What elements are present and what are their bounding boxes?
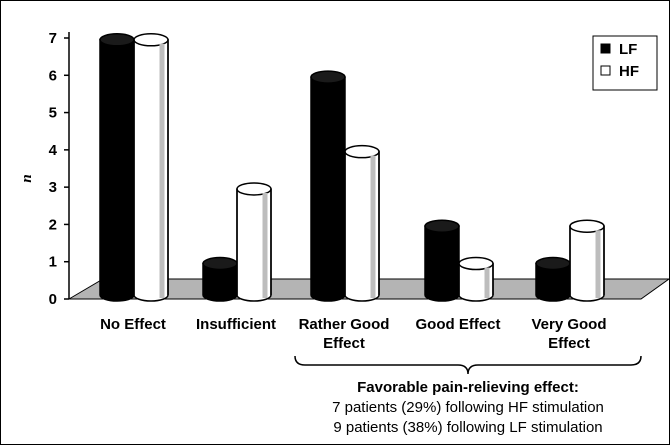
bar-lf-0-body [99,39,135,302]
y-tick-label: 5 [49,105,57,122]
bar-lf-2 [310,70,346,302]
x-tick-label: Effect [548,335,590,352]
y-tick-label: 6 [49,67,57,84]
annotation-line: 9 patients (38%) following LF stimulatio… [333,419,602,436]
bar-lf-1 [202,256,238,302]
bar-lf-4 [535,256,571,302]
grouping-brace [294,355,642,375]
y-tick-label: 1 [49,254,57,271]
bar-lf-3-top [424,219,460,233]
y-tick-label: 7 [49,30,57,47]
legend-label-hf: HF [619,63,639,80]
legend-swatch-lf [600,43,611,54]
bar-lf-3 [424,219,460,302]
y-tick-label: 2 [49,216,57,233]
bar-lf-0-top [99,33,135,47]
y-tick-label: 0 [49,291,57,308]
bar-lf-0 [99,33,135,302]
x-tick-label: Rather Good [299,316,390,333]
y-tick-label: 3 [49,179,57,196]
bar-hf-0 [133,33,169,302]
bar-hf-3 [458,256,494,302]
x-tick-label: No Effect [100,316,166,333]
y-tick-label: 4 [49,142,58,159]
bar-lf-2-body [310,76,346,302]
bar-lf-4-top [535,256,571,271]
bar-lf-1-top [202,256,238,271]
bar-hf-2 [344,144,380,302]
bar-lf-3-body [424,225,460,302]
annotation-title: Favorable pain-relieving effect: [357,379,579,396]
x-tick-label: Effect [323,335,365,352]
bar-lf-2-top [310,70,346,84]
y-axis-title: n [19,174,35,182]
annotation-line: 7 patients (29%) following HF stimulatio… [332,399,604,416]
legend-label-lf: LF [619,41,637,58]
x-tick-label: Very Good [531,316,606,333]
bar-hf-1 [236,182,272,302]
legend-swatch-hf [600,65,611,76]
bar-hf-4 [569,219,605,302]
x-tick-label: Insufficient [196,316,276,333]
x-tick-label: Good Effect [416,316,501,333]
